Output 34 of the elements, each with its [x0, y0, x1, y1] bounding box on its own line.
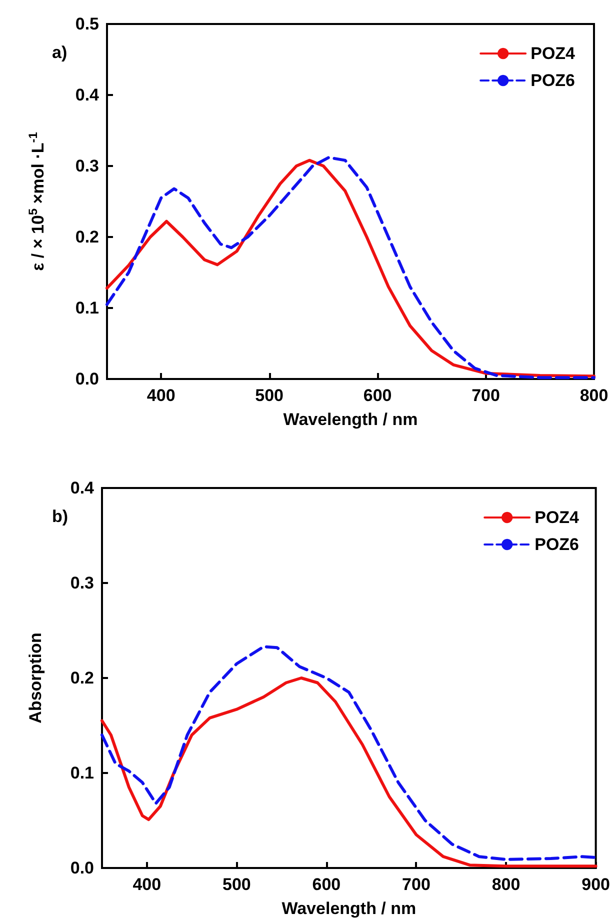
y-axis-title: ε / × 105 ×mol ·L-1: [26, 132, 48, 271]
line-series: [100, 645, 598, 861]
legend-label: POZ4: [534, 508, 580, 527]
x-tick-label: 500: [222, 875, 251, 894]
x-tick-label: 600: [312, 875, 341, 894]
x-tick-label: 600: [363, 386, 392, 405]
x-tick-label: 900: [582, 875, 610, 894]
y-tick-label: 0.1: [70, 764, 94, 782]
y-tick-label: 0.1: [75, 298, 99, 318]
x-axis-title: Wavelength / nm: [283, 410, 418, 429]
y-tick-label: 0.0: [70, 858, 94, 878]
x-tick-label: 700: [402, 875, 430, 894]
y-tick-label: 0.5: [75, 14, 99, 34]
y-tick-label: 0.3: [75, 156, 99, 176]
y-tick-label: 0.4: [75, 86, 100, 104]
x-tick-label: 700: [472, 386, 500, 405]
text: b): [52, 507, 68, 526]
y-tick-label: 0.4: [70, 478, 95, 498]
x-tick-label: 400: [146, 386, 176, 405]
x-axis-title: Wavelength / nm: [282, 899, 416, 918]
y-tick-label: 0.0: [75, 370, 99, 388]
legend-label: POZ6: [530, 71, 576, 90]
y-axis-title: Absorption: [26, 632, 45, 724]
x-tick-label: 400: [132, 875, 162, 894]
y-tick-label: 0.3: [70, 574, 94, 592]
line-series: [100, 676, 598, 868]
text: a): [52, 43, 68, 62]
x-tick-label: 800: [580, 386, 608, 405]
x-tick-label: 500: [255, 386, 284, 405]
legend-label: POZ4: [530, 44, 576, 63]
legend-label: POZ6: [534, 535, 580, 554]
y-tick-label: 0.2: [75, 228, 99, 246]
y-tick-label: 0.2: [70, 668, 94, 688]
x-tick-label: 800: [492, 875, 520, 894]
